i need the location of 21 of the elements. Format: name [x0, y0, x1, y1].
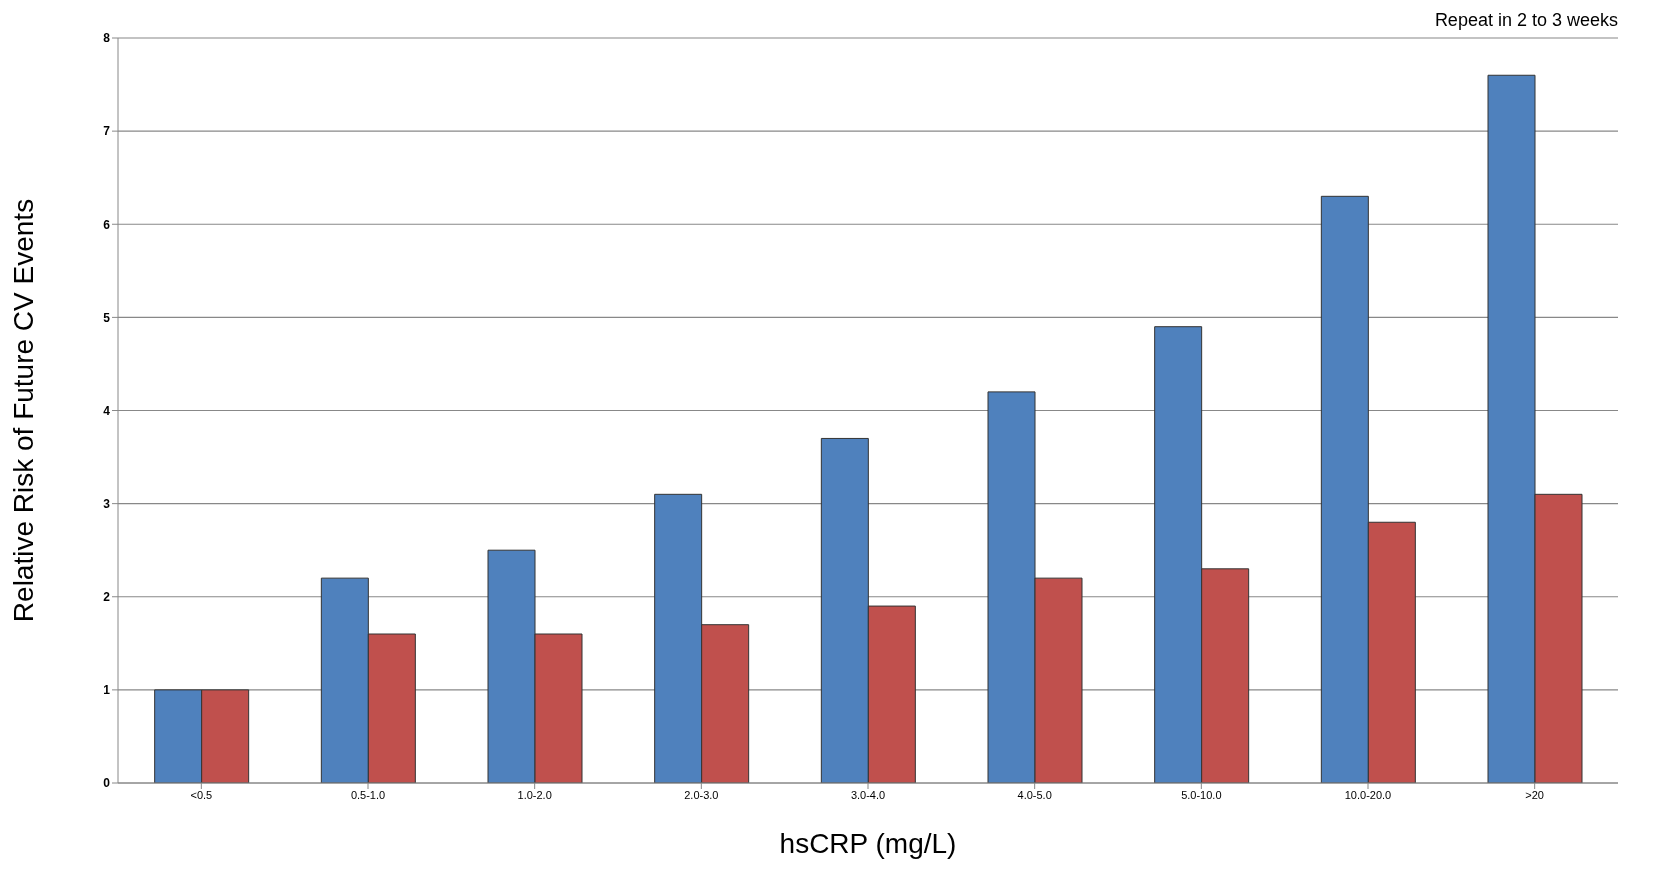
y-tick-label: 2	[103, 590, 111, 605]
x-tick-label: 5.0-10.0	[1181, 788, 1222, 801]
x-tick-label: 2.0-3.0	[684, 788, 719, 801]
y-tick-label: 7	[103, 124, 111, 139]
y-tick-label: 4	[103, 403, 111, 418]
x-tick-label: 1.0-2.0	[517, 788, 552, 801]
x-tick-label: 10.0-20.0	[1344, 788, 1392, 801]
x-axis-title: hsCRP (mg/L)	[779, 828, 957, 859]
y-tick-label: 0	[103, 776, 111, 791]
x-tick-label: <0.5	[190, 788, 213, 801]
x-tick-label: 4.0-5.0	[1017, 788, 1052, 801]
x-tick-label: >20	[1525, 788, 1544, 801]
y-tick-label: 1	[103, 683, 111, 698]
y-axis-title: Relative Risk of Future CV Events	[7, 198, 39, 623]
y-tick-label: 5	[103, 310, 111, 325]
y-tick-label: 6	[103, 217, 111, 232]
x-tick-label: 3.0-4.0	[850, 788, 886, 801]
x-tick-label: 0.5-1.0	[350, 788, 386, 801]
y-tick-label: 3	[103, 496, 111, 511]
y-tick-label: 8	[103, 31, 111, 46]
text: Repeat in 2 to 3 weeks	[1434, 10, 1618, 31]
